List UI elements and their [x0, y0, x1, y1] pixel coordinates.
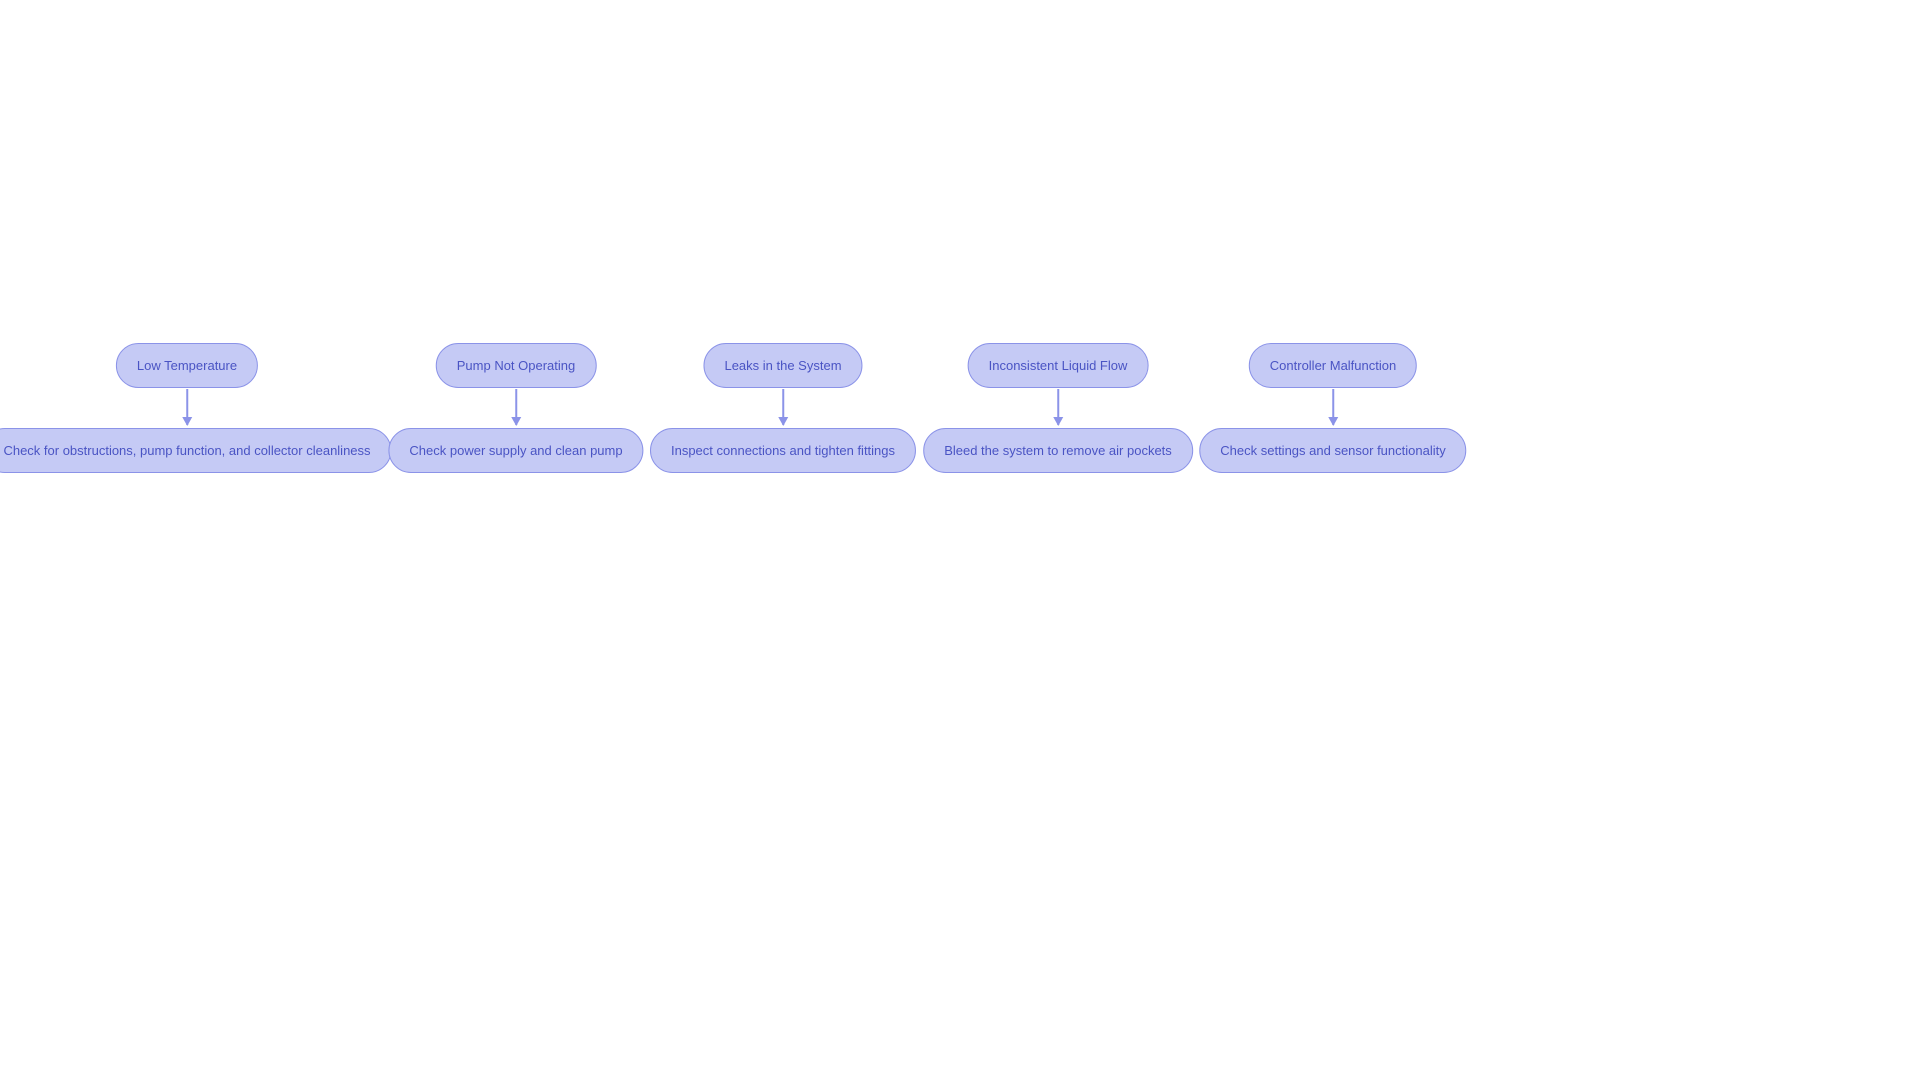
node-label: Inconsistent Liquid Flow: [989, 358, 1128, 373]
node-label: Pump Not Operating: [457, 358, 576, 373]
node-controller-malfunction-action: Check settings and sensor functionality: [1199, 428, 1466, 473]
node-label: Bleed the system to remove air pockets: [944, 443, 1172, 458]
node-label: Check power supply and clean pump: [409, 443, 622, 458]
node-pump-not-operating-action: Check power supply and clean pump: [388, 428, 643, 473]
arrow-2: [782, 389, 784, 425]
node-label: Controller Malfunction: [1270, 358, 1396, 373]
arrow-4: [1332, 389, 1334, 425]
node-label: Check settings and sensor functionality: [1220, 443, 1445, 458]
node-pump-not-operating: Pump Not Operating: [436, 343, 597, 388]
arrow-1: [515, 389, 517, 425]
node-leaks-action: Inspect connections and tighten fittings: [650, 428, 916, 473]
arrow-0: [186, 389, 188, 425]
node-controller-malfunction: Controller Malfunction: [1249, 343, 1417, 388]
node-label: Low Temperature: [137, 358, 237, 373]
arrow-3: [1057, 389, 1059, 425]
node-inconsistent-flow-action: Bleed the system to remove air pockets: [923, 428, 1193, 473]
node-low-temperature: Low Temperature: [116, 343, 258, 388]
node-inconsistent-flow: Inconsistent Liquid Flow: [968, 343, 1149, 388]
node-label: Check for obstructions, pump function, a…: [3, 443, 370, 458]
node-label: Leaks in the System: [724, 358, 841, 373]
node-label: Inspect connections and tighten fittings: [671, 443, 895, 458]
node-leaks: Leaks in the System: [703, 343, 862, 388]
node-low-temperature-action: Check for obstructions, pump function, a…: [0, 428, 392, 473]
